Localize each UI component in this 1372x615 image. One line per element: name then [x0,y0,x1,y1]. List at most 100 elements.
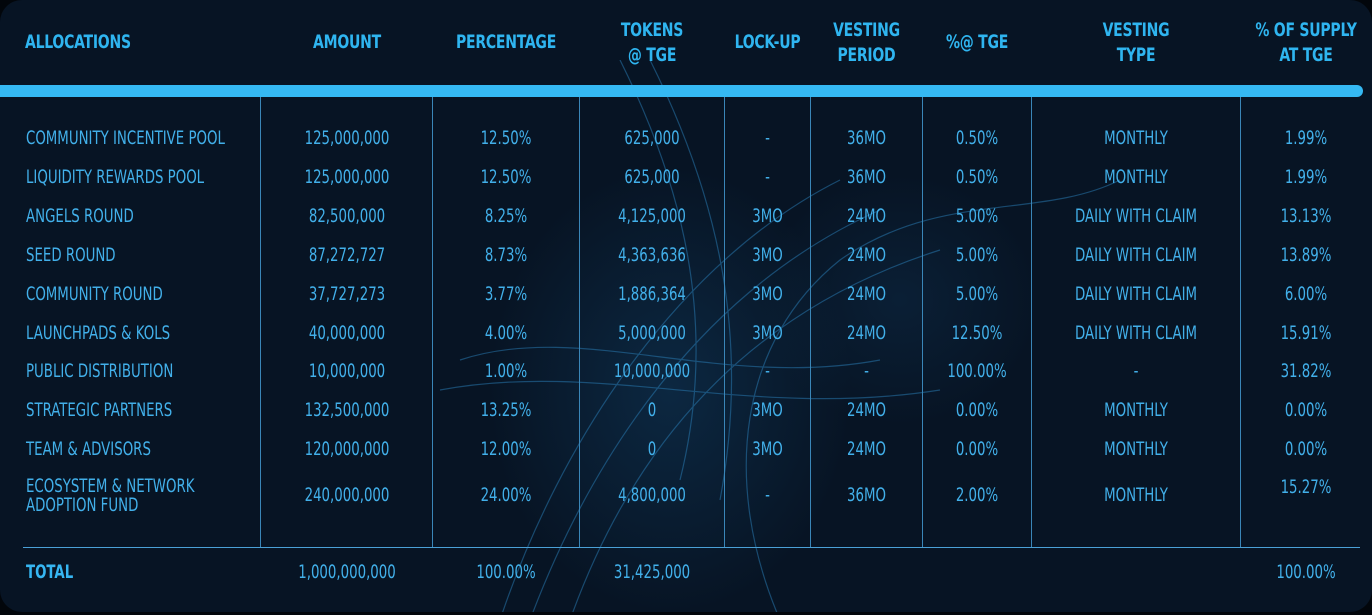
vesting-type-cell: - [1133,359,1139,382]
total-label: TOTAL [26,560,74,583]
supply-at-tge-cell: 13.13% [1280,204,1332,227]
amount-cell: 10,000,000 [308,359,386,382]
tokens-at-tge-cell: 5,000,000 [618,321,686,344]
pct-at-tge-cell: 100.00% [947,359,1007,382]
column-divider [579,97,580,547]
percentage-cell: 8.73% [484,243,528,266]
vesting-type-cell: MONTHLY [1104,398,1168,421]
allocation-cell: LIQUIDITY REWARDS POOL [26,165,205,188]
allocation-cell: COMMUNITY ROUND [26,282,163,305]
percentage-cell: 1.00% [484,359,528,382]
vesting-type-cell: DAILY WITH CLAIM [1074,243,1198,266]
supply-at-tge-cell: 1.99% [1284,165,1328,188]
vesting-period-cell: 36MO [847,483,886,506]
header-vesting-period: VESTING PERIOD [833,18,900,66]
pct-at-tge-cell: 5.00% [955,282,999,305]
vesting-period-cell: 24MO [847,437,886,460]
vesting-period-cell: - [864,359,869,382]
column-divider [1031,97,1032,547]
percentage-cell: 24.00% [480,483,532,506]
header-vesting-type: VESTING TYPE [1102,18,1170,66]
column-divider [724,97,725,547]
vesting-type-cell: DAILY WITH CLAIM [1074,204,1198,227]
pct-at-tge-cell: 0.50% [955,165,999,188]
percentage-cell: 12.50% [480,165,532,188]
tokens-at-tge-cell: 10,000,000 [613,359,691,382]
header-tokens-at-tge: TOKENS @ TGE [620,18,684,66]
supply-at-tge-cell: 15.91% [1280,321,1332,344]
column-divider [260,97,261,547]
total-tokens-at-tge: 31,425,000 [613,560,691,583]
lockup-cell: - [765,359,770,382]
amount-cell: 37,727,273 [308,282,386,305]
tokens-at-tge-cell: 1,886,364 [618,282,686,305]
lockup-cell: 3MO [752,204,783,227]
column-divider [432,97,433,547]
pct-at-tge-cell: 2.00% [955,483,999,506]
allocation-cell: SEED ROUND [26,243,116,266]
allocation-cell: STRATEGIC PARTNERS [26,398,173,421]
allocation-cell: PUBLIC DISTRIBUTION [26,359,174,382]
supply-at-tge-cell: 1.99% [1284,126,1328,149]
supply-at-tge-cell: 6.00% [1284,282,1328,305]
amount-cell: 132,500,000 [304,398,390,421]
pct-at-tge-cell: 0.00% [955,398,999,421]
lockup-cell: 3MO [752,321,783,344]
total-amount: 1,000,000,000 [298,560,396,583]
vesting-period-cell: 24MO [847,398,886,421]
amount-cell: 82,500,000 [308,204,386,227]
lockup-cell: 3MO [752,282,783,305]
amount-cell: 40,000,000 [308,321,386,344]
allocation-cell: TEAM & ADVISORS [26,437,151,460]
lockup-cell: 3MO [752,243,783,266]
amount-cell: 87,272,727 [308,243,386,266]
pct-at-tge-cell: 0.50% [955,126,999,149]
percentage-cell: 13.25% [480,398,532,421]
supply-at-tge-cell: 0.00% [1284,437,1328,460]
amount-cell: 125,000,000 [304,126,390,149]
vesting-period-cell: 24MO [847,321,886,344]
vesting-period-cell: 24MO [847,243,886,266]
total-percentage: 100.00% [476,560,536,583]
lockup-cell: 3MO [752,437,783,460]
lockup-cell: - [765,483,770,506]
pct-at-tge-cell: 12.50% [951,321,1003,344]
percentage-cell: 12.00% [480,437,532,460]
percentage-cell: 4.00% [484,321,528,344]
total-divider [23,547,1360,548]
vesting-type-cell: MONTHLY [1104,437,1168,460]
vesting-period-cell: 36MO [847,126,886,149]
amount-cell: 120,000,000 [304,437,390,460]
header-lock-up: LOCK-UP [734,31,801,53]
allocation-cell: LAUNCHPADS & KOLS [26,321,171,344]
tokens-at-tge-cell: 0 [647,437,657,460]
percentage-cell: 8.25% [484,204,528,227]
allocation-cell: COMMUNITY INCENTIVE POOL [26,126,225,149]
vesting-type-cell: MONTHLY [1104,126,1168,149]
pct-at-tge-cell: 5.00% [955,243,999,266]
vesting-period-cell: 36MO [847,165,886,188]
lockup-cell: 3MO [752,398,783,421]
vesting-period-cell: 24MO [847,282,886,305]
tokens-at-tge-cell: 4,800,000 [618,483,686,506]
amount-cell: 240,000,000 [304,483,390,506]
header-percentage: PERCENTAGE [455,31,557,53]
tokens-at-tge-cell: 4,125,000 [618,204,686,227]
lockup-cell: - [765,165,770,188]
column-divider [1240,97,1241,547]
supply-at-tge-cell: 13.89% [1280,243,1332,266]
supply-at-tge-cell: 0.00% [1284,398,1328,421]
vesting-type-cell: MONTHLY [1104,165,1168,188]
header-amount: AMOUNT [313,31,381,53]
amount-cell: 125,000,000 [304,165,390,188]
tokens-at-tge-cell: 4,363,636 [618,243,686,266]
header-accent-bar [0,85,1363,97]
tokens-at-tge-cell: 625,000 [624,165,680,188]
vesting-period-cell: 24MO [847,204,886,227]
vesting-type-cell: DAILY WITH CLAIM [1074,321,1198,344]
column-divider [922,97,923,547]
percentage-cell: 3.77% [484,282,528,305]
supply-at-tge-cell: 31.82% [1280,359,1332,382]
header-pct-at-tge: %@ TGE [945,31,1009,53]
